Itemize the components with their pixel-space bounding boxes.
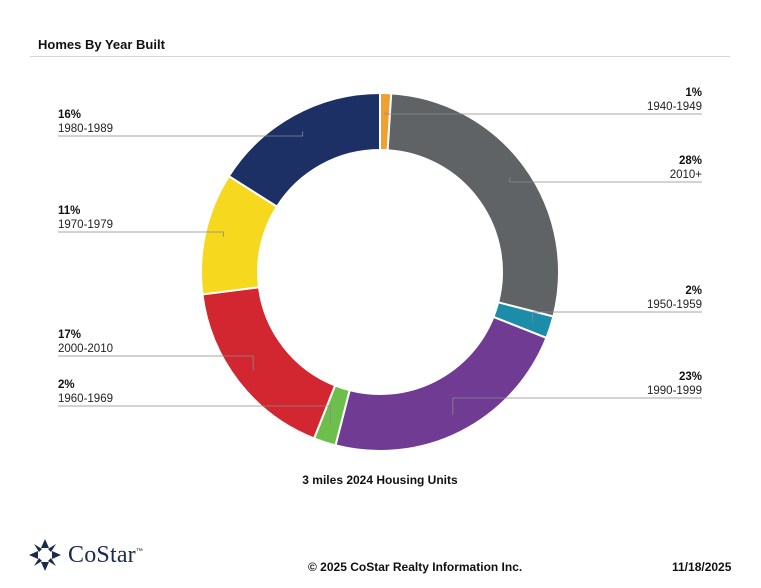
slice-percent-label: 16% — [58, 109, 81, 121]
slice-category-label: 1990-1999 — [647, 385, 702, 397]
report-date: 11/18/2025 — [672, 560, 732, 574]
slice-category-label: 2010+ — [670, 169, 703, 181]
chart-subtitle: 3 miles 2024 Housing Units — [302, 473, 458, 487]
slice-2000-2010 — [201, 286, 337, 440]
slice-percent-label: 23% — [679, 371, 702, 383]
leader-line — [58, 131, 304, 137]
leader-line — [532, 311, 702, 322]
slice-1980-1989 — [227, 91, 381, 209]
leader-line — [452, 397, 702, 416]
leader-line — [509, 177, 702, 183]
leader-line — [58, 231, 224, 237]
slice-category-label: 1980-1989 — [58, 123, 113, 135]
donut-chart: 1% 1940-1949 28% 2010+ 2% 1950-1959 23% 1990-19… — [58, 87, 702, 487]
leader-line — [384, 111, 702, 115]
costar-logo: CoStar™ — [28, 538, 143, 572]
slice-percent-label: 2% — [58, 379, 75, 391]
chart-title: Homes By Year Built — [38, 37, 165, 52]
costar-star-icon — [29, 539, 61, 571]
logo-text: CoStar™ — [68, 541, 144, 568]
slice-percent-label: 11% — [58, 205, 80, 217]
donut-labels: 1% 1940-1949 28% 2010+ 2% 1950-1959 23% 1990-19… — [58, 87, 702, 425]
footer: CoStar™ © 2025 CoStar Realty Information… — [0, 538, 761, 588]
slice-category-label: 1970-1979 — [58, 219, 113, 231]
slice-category-label: 1940-1949 — [647, 101, 702, 113]
slice-percent-label: 2% — [685, 285, 702, 297]
slice-percent-label: 1% — [685, 87, 702, 99]
slice-percent-label: 17% — [58, 329, 81, 341]
chart-header: Homes By Year Built — [30, 28, 730, 57]
slice-category-label: 1960-1969 — [58, 393, 113, 405]
slice-category-label: 1950-1959 — [647, 299, 702, 311]
copyright-text: © 2025 CoStar Realty Information Inc. — [308, 560, 523, 574]
leader-line — [58, 405, 331, 425]
slice-2010plus — [386, 92, 560, 318]
leader-line — [58, 355, 254, 371]
slice-1990-1999 — [334, 315, 548, 452]
donut-slices — [200, 91, 560, 452]
slice-category-label: 2000-2010 — [58, 343, 113, 355]
chart-card: Homes By Year Built 1% 1940-1949 28% 2010+ 2… — [30, 28, 730, 532]
slice-percent-label: 28% — [679, 155, 702, 167]
